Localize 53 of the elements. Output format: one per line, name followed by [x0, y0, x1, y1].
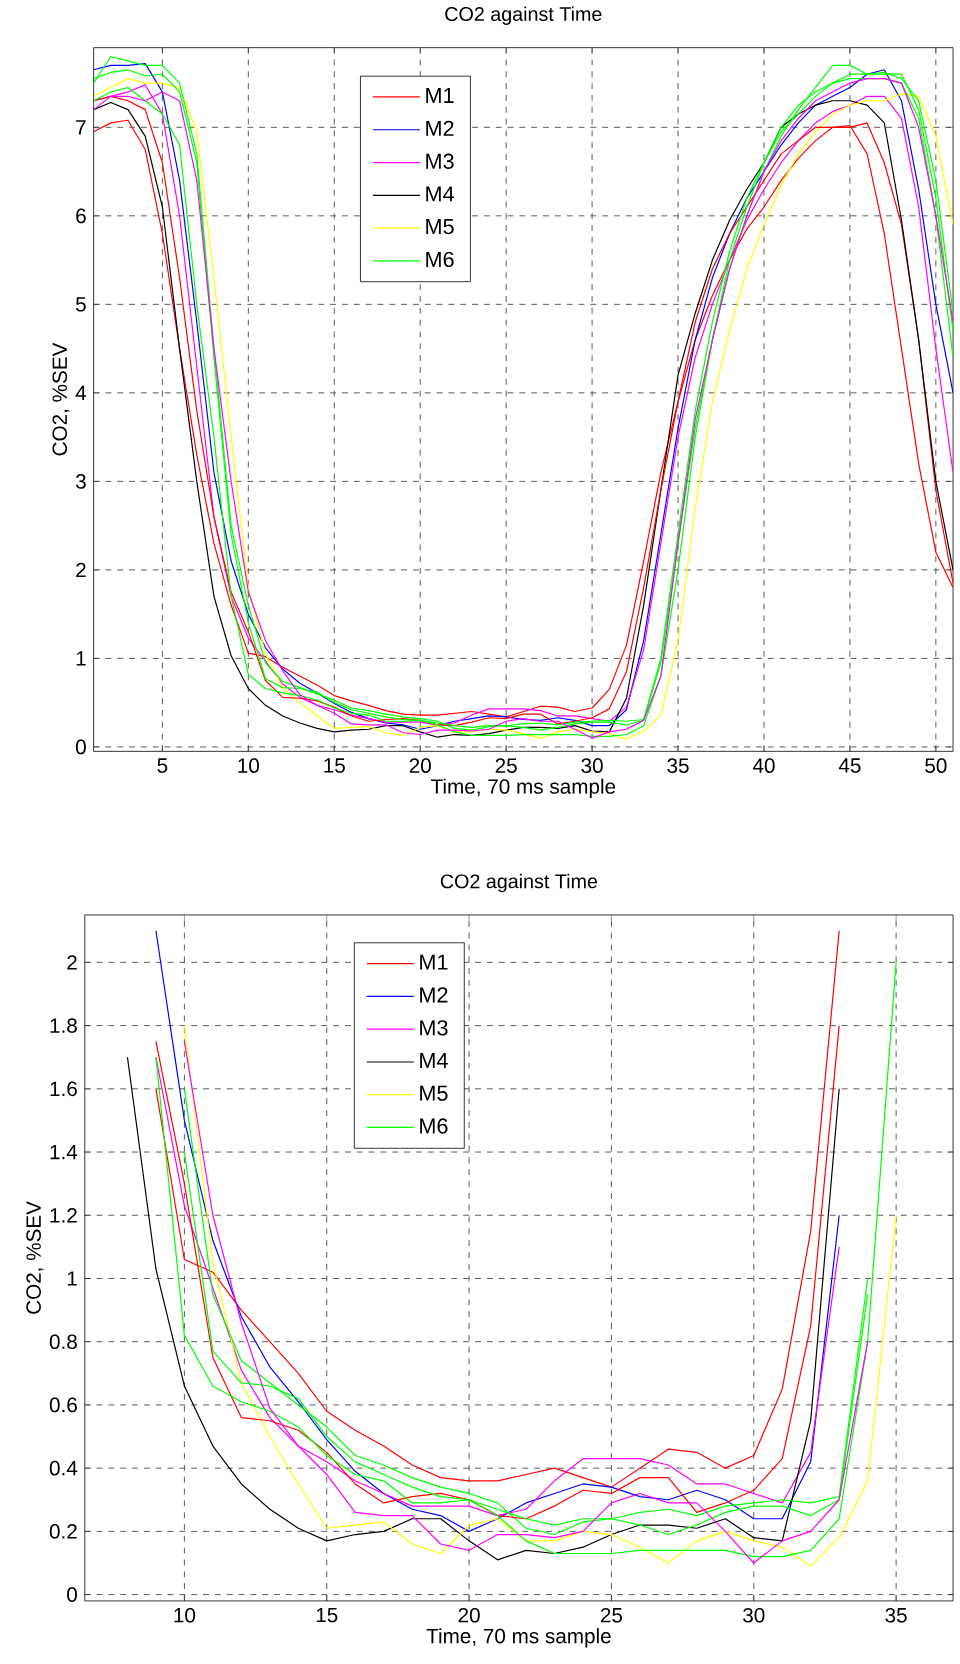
x-tick-label: 20: [458, 1607, 480, 1623]
x-tick-label: 30: [581, 758, 603, 773]
x-tick-label: 50: [925, 758, 947, 773]
y-axis-title: CO2, %SEV: [26, 1201, 44, 1314]
legend-label: M2: [420, 987, 448, 1003]
x-tick-label: 35: [885, 1607, 907, 1623]
y-tick-label: 1.4: [50, 1144, 78, 1160]
x-axis-title: Time, 70 ms sample: [426, 1628, 611, 1648]
legend-label: M5: [426, 219, 454, 235]
x-tick-label: 10: [238, 758, 260, 773]
y-axis-title: CO2, %SEV: [52, 342, 70, 456]
y-tick-label: 1.6: [50, 1081, 77, 1097]
legend-label: M1: [426, 88, 454, 103]
legend-label: M3: [426, 153, 454, 169]
y-tick-label: 0: [75, 739, 86, 755]
y-tick-label: 1.2: [50, 1208, 77, 1223]
y-tick-label: 2: [67, 955, 77, 970]
y-tick-label: 1: [76, 651, 86, 666]
legend-label: M1: [420, 954, 448, 970]
y-tick-label: 7: [76, 120, 86, 135]
x-tick-label: 10: [174, 1607, 196, 1623]
y-tick-label: 0.6: [49, 1397, 77, 1413]
x-tick-label: 25: [601, 1607, 623, 1623]
x-tick-label: 15: [324, 758, 345, 773]
x-tick-label: 5: [157, 758, 168, 773]
chart-title: CO2 against Time: [440, 873, 598, 893]
y-tick-label: 1: [67, 1271, 77, 1286]
y-tick-label: 5: [76, 297, 86, 312]
y-tick-label: 3: [75, 474, 86, 489]
x-tick-label: 35: [667, 758, 689, 773]
x-tick-label: 20: [409, 758, 431, 773]
x-tick-label: 15: [316, 1607, 338, 1623]
y-tick-label: 6: [76, 208, 86, 224]
x-tick-label: 25: [495, 758, 517, 773]
legend-label: M3: [420, 1020, 448, 1036]
y-tick-label: 2: [76, 562, 86, 578]
legend-label: M4: [426, 186, 454, 202]
legend-label: M2: [426, 120, 454, 136]
legend-label: M4: [420, 1053, 448, 1068]
y-tick-label: 1.8: [50, 1018, 77, 1033]
legend-label: M6: [420, 1118, 448, 1134]
legend-label: M5: [420, 1085, 448, 1101]
y-tick-label: 4: [75, 385, 87, 400]
x-axis-title: Time, 70 ms sample: [431, 778, 616, 798]
y-tick-label: 0: [67, 1587, 78, 1602]
chart-title: CO2 against Time: [445, 6, 602, 25]
x-tick-label: 45: [838, 758, 861, 773]
legend-label: M6: [426, 251, 454, 268]
x-tick-label: 30: [743, 1607, 765, 1623]
y-tick-label: 0.8: [49, 1334, 77, 1350]
y-tick-label: 0.2: [49, 1524, 77, 1539]
y-tick-label: 0.4: [49, 1460, 78, 1476]
x-tick-label: 40: [752, 758, 775, 773]
